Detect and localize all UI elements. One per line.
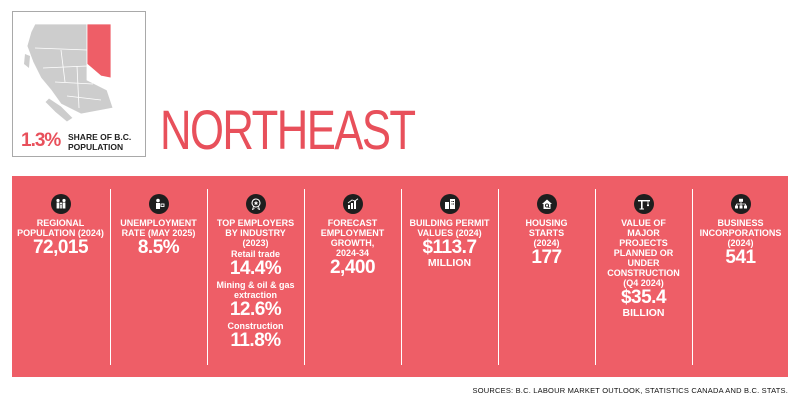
- stat-label: TOP EMPLOYERS BY INDUSTRY (2023): [216, 218, 295, 248]
- sources-note: SOURCES: B.C. LABOUR MARKET OUTLOOK, STA…: [472, 386, 788, 395]
- stat-top-employers: TOP EMPLOYERS BY INDUSTRY (2023) Retail …: [208, 176, 303, 377]
- column-divider: [595, 189, 596, 365]
- stat-value: 177: [531, 247, 562, 268]
- house-search-icon: [536, 194, 557, 214]
- stat-label: HOUSING STARTS (2024): [525, 218, 568, 248]
- stat-unit: BILLION: [622, 307, 665, 319]
- stat-major-projects: VALUE OF MAJOR PROJECTS PLANNED OR UNDER…: [596, 176, 691, 377]
- column-divider: [110, 189, 111, 365]
- stat-building-permits: BUILDING PERMIT VALUES (2024) $113.7 MIL…: [402, 176, 497, 377]
- stat-value: $35.4: [620, 287, 667, 308]
- region-title: NORTHEAST: [160, 98, 416, 161]
- stat-label: UNEMPLOYMENT RATE (MAY 2025): [120, 218, 197, 238]
- employer-name: Retail trade: [230, 249, 281, 259]
- column-divider: [692, 189, 693, 365]
- population-share-value: 1.3%: [21, 130, 61, 151]
- stat-label: BUSINESS INCORPORATIONS (2024): [699, 218, 782, 248]
- buildings-icon: [439, 194, 460, 214]
- stat-unemployment: UNEMPLOYMENT RATE (MAY 2025) 8.5%: [111, 176, 206, 377]
- haida-gwaii-shape: [24, 54, 30, 68]
- stat-value: 2,400: [329, 257, 376, 278]
- growth-chart-icon: [342, 194, 363, 214]
- stat-label: VALUE OF MAJOR PROJECTS PLANNED OR UNDER…: [607, 218, 680, 288]
- population-share-label: SHARE OF B.C. POPULATION: [68, 132, 132, 152]
- award-badge-icon: [245, 194, 266, 214]
- employer-share: 12.6%: [229, 299, 282, 320]
- stats-band: REGIONAL POPULATION (2024) 72,015 UNEMPL…: [12, 176, 788, 377]
- stat-label: REGIONAL POPULATION (2024): [17, 218, 104, 238]
- employer-name: Mining & oil & gas extraction: [216, 280, 295, 300]
- column-divider: [401, 189, 402, 365]
- stat-value: $113.7: [422, 237, 477, 258]
- stat-business-incorporations: BUSINESS INCORPORATIONS (2024) 541: [693, 176, 788, 377]
- column-divider: [304, 189, 305, 365]
- stat-value: 72,015: [32, 237, 89, 258]
- employer-share: 14.4%: [229, 258, 282, 279]
- stat-employment-growth: FORECAST EMPLOYMENT GROWTH, 2024-34 2,40…: [305, 176, 400, 377]
- org-chart-icon: [730, 194, 751, 214]
- region-map-card: 1.3% SHARE OF B.C. POPULATION: [12, 11, 146, 157]
- stat-unit: MILLION: [427, 257, 472, 269]
- vancouver-island-shape: [44, 97, 74, 123]
- stat-label: BUILDING PERMIT VALUES (2024): [409, 218, 490, 238]
- job-seeker-icon: [148, 194, 169, 214]
- family-icon: [50, 194, 71, 214]
- bc-map: [24, 23, 114, 123]
- employer-name: Construction: [227, 321, 284, 331]
- stat-housing-starts: HOUSING STARTS (2024) 177: [499, 176, 594, 377]
- stat-value: 541: [725, 247, 756, 268]
- stat-label: FORECAST EMPLOYMENT GROWTH, 2024-34: [320, 218, 385, 258]
- northeast-region-shape: [86, 23, 112, 79]
- bc-mainland-shape: [26, 23, 114, 115]
- stat-value: 8.5%: [137, 237, 180, 258]
- stat-regional-population: REGIONAL POPULATION (2024) 72,015: [12, 176, 109, 377]
- column-divider: [498, 189, 499, 365]
- crane-icon: [633, 194, 654, 214]
- bc-region-lines: [34, 47, 102, 109]
- column-divider: [207, 189, 208, 365]
- employer-share: 11.8%: [230, 330, 281, 351]
